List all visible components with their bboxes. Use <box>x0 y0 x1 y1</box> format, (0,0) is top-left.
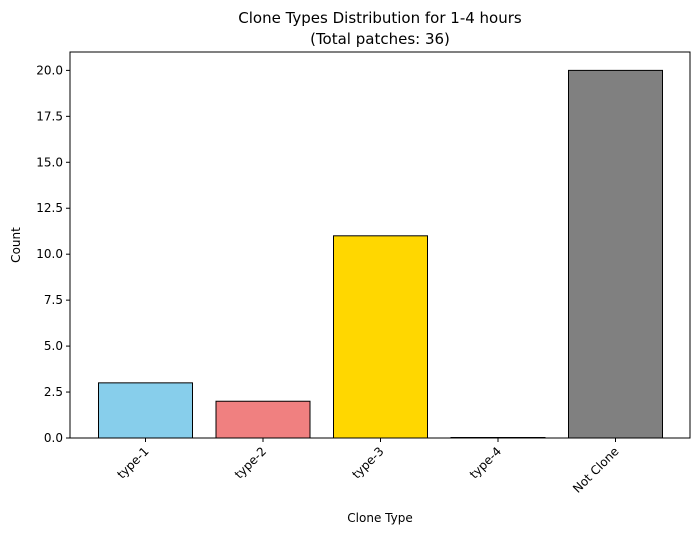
bar-type-2 <box>215 400 311 439</box>
y-tick-label: 2.5 <box>44 385 63 399</box>
plot-frame <box>69 51 691 439</box>
y-tick-label: 10.0 <box>36 247 63 261</box>
x-tick-label: type-4 <box>467 444 504 481</box>
y-tick-label: 7.5 <box>44 293 63 307</box>
x-tick-label: Not Clone <box>570 444 622 496</box>
bars-group <box>98 69 663 439</box>
bar-type-1 <box>98 382 193 439</box>
y-tick-label: 15.0 <box>36 155 63 169</box>
x-tick-label: type-1 <box>114 444 151 481</box>
bar-type-3 <box>333 235 428 439</box>
x-axis-label: Clone Type <box>347 511 412 525</box>
x-axis: type-1 type-2 type-3 type-4 Not Clone <box>114 438 622 496</box>
y-tick-label: 5.0 <box>44 339 63 353</box>
y-tick-label: 12.5 <box>36 201 63 215</box>
chart-title-line1: Clone Types Distribution for 1-4 hours <box>238 9 522 27</box>
y-tick-label: 17.5 <box>36 109 63 123</box>
chart-title-line2: (Total patches: 36) <box>310 30 450 48</box>
y-tick-label: 20.0 <box>36 63 63 77</box>
bar-not-clone <box>568 69 663 439</box>
x-tick-label: type-2 <box>232 444 269 481</box>
y-axis-label: Count <box>9 227 23 263</box>
y-tick-label: 0.0 <box>44 431 63 445</box>
y-axis: 0.0 2.5 5.0 7.5 10.0 12.5 15.0 17.5 20.0 <box>36 63 70 445</box>
x-tick-label: type-3 <box>349 444 386 481</box>
